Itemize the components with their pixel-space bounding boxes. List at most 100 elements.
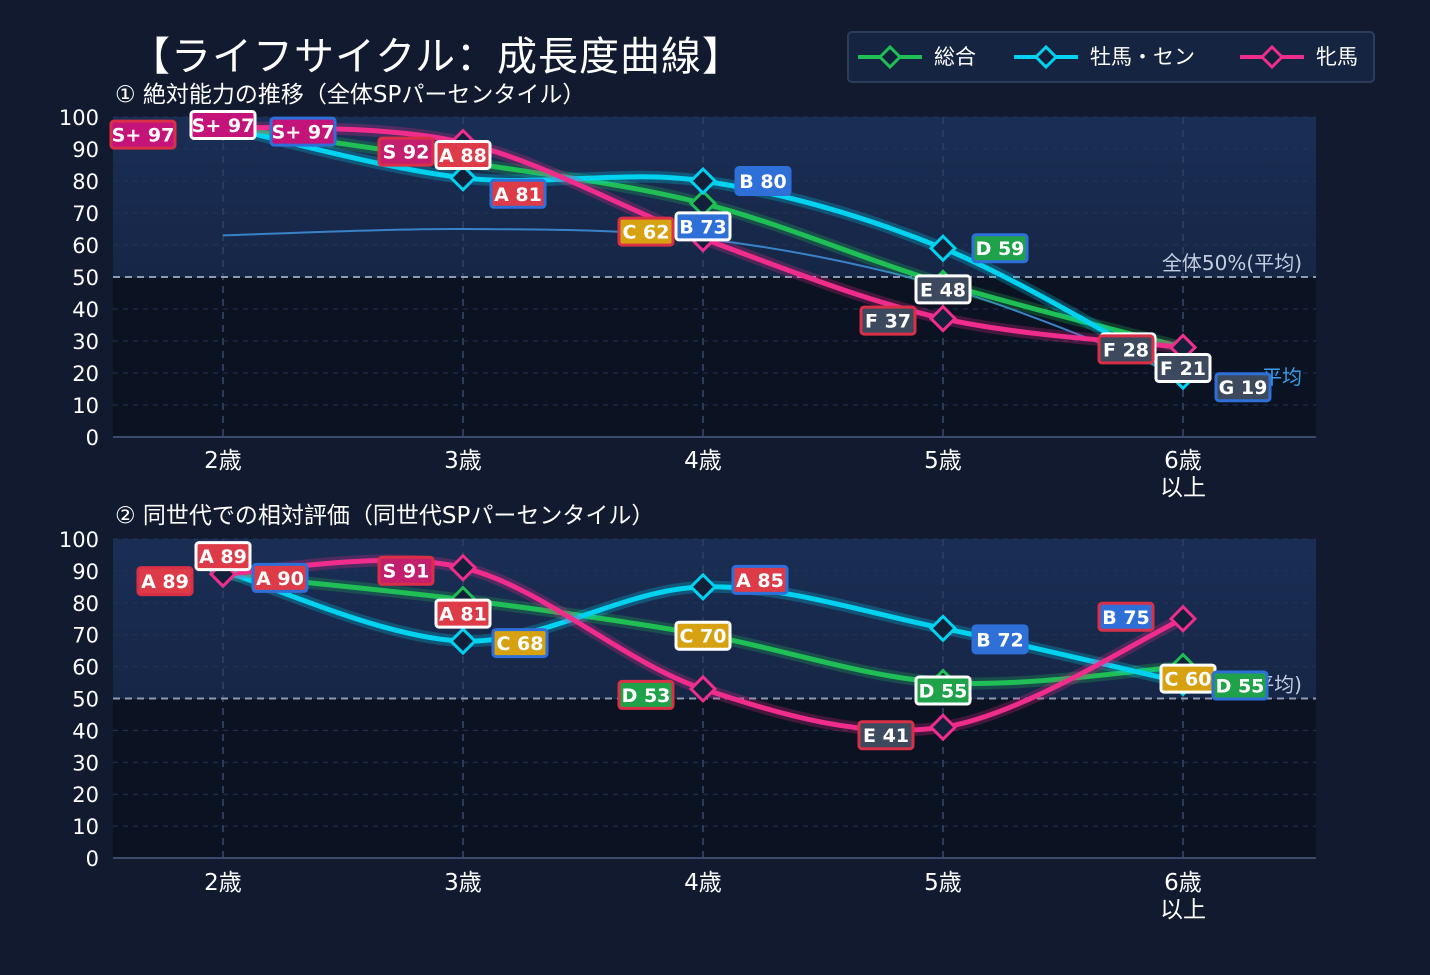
data-label: G 19 bbox=[1214, 372, 1272, 403]
y-tick-label: 0 bbox=[86, 426, 99, 450]
svg-text:S+ 97: S+ 97 bbox=[192, 115, 255, 137]
data-label: C 62 bbox=[617, 216, 675, 247]
data-label: S 92 bbox=[377, 136, 435, 167]
data-label: F 21 bbox=[1154, 353, 1212, 383]
svg-text:G 19: G 19 bbox=[1219, 377, 1268, 399]
svg-text:C 70: C 70 bbox=[680, 626, 727, 648]
y-tick-label: 0 bbox=[86, 847, 99, 871]
x-tick-label: 4歳 bbox=[684, 870, 722, 896]
y-tick-label: 70 bbox=[72, 624, 99, 648]
panel-subtitle: ① 絶対能力の推移（全体SPパーセンタイル） bbox=[115, 82, 585, 108]
svg-text:E 41: E 41 bbox=[863, 725, 909, 747]
y-tick-label: 60 bbox=[72, 234, 99, 258]
y-tick-label: 50 bbox=[72, 688, 99, 712]
y-tick-label: 90 bbox=[72, 560, 99, 584]
legend-item: 牝馬 bbox=[1240, 44, 1358, 70]
data-point bbox=[448, 553, 478, 582]
legend-label: 総合 bbox=[934, 45, 976, 69]
y-tick-label: 10 bbox=[72, 394, 99, 418]
svg-text:E 48: E 48 bbox=[920, 279, 966, 301]
data-label: B 72 bbox=[971, 624, 1029, 655]
data-label: A 88 bbox=[434, 140, 492, 170]
legend-box bbox=[847, 31, 1375, 83]
data-label: A 81 bbox=[434, 598, 492, 629]
data-point bbox=[688, 674, 718, 704]
data-label: A 89 bbox=[136, 566, 194, 597]
data-label: S+ 97 bbox=[269, 116, 337, 147]
chart-title: 【ライフサイクル：成長度曲線】 bbox=[130, 34, 743, 80]
y-tick-label: 30 bbox=[72, 751, 99, 775]
data-label: D 55 bbox=[914, 675, 972, 706]
data-point bbox=[928, 304, 958, 333]
data-point bbox=[448, 626, 478, 656]
data-label: F 37 bbox=[859, 305, 917, 336]
svg-text:D 53: D 53 bbox=[622, 685, 671, 707]
y-tick-label: 100 bbox=[59, 528, 99, 552]
svg-text:A 89: A 89 bbox=[199, 546, 247, 568]
legend-label: 牝馬 bbox=[1316, 45, 1358, 69]
svg-text:S 92: S 92 bbox=[383, 142, 430, 164]
svg-text:A 81: A 81 bbox=[439, 604, 487, 626]
y-tick-label: 100 bbox=[59, 106, 99, 130]
x-tick-label: 3歳 bbox=[444, 870, 482, 896]
data-label: C 60 bbox=[1159, 663, 1217, 694]
data-label: D 55 bbox=[1211, 670, 1269, 701]
y-tick-label: 20 bbox=[72, 783, 99, 807]
data-label: S+ 97 bbox=[109, 119, 177, 150]
y-tick-label: 50 bbox=[72, 266, 99, 290]
y-tick-label: 20 bbox=[72, 362, 99, 386]
x-tick-label: 2歳 bbox=[204, 448, 242, 474]
panel-relative: ② 同世代での相対評価（同世代SPパーセンタイル） 0 10 20 30 40 50 60 70… bbox=[59, 503, 1316, 923]
y-tick-label: 40 bbox=[72, 298, 99, 322]
x-tick-label: 2歳 bbox=[204, 870, 242, 896]
data-point bbox=[928, 713, 958, 742]
y-tick-label: 80 bbox=[72, 592, 99, 616]
x-tick-label: 5歳 bbox=[924, 870, 962, 896]
svg-text:A 85: A 85 bbox=[736, 570, 784, 592]
x-tick-label: 6歳 bbox=[1164, 448, 1202, 474]
data-label: C 68 bbox=[491, 628, 549, 659]
legend-marker bbox=[1033, 44, 1059, 70]
x-tick-label: 3歳 bbox=[444, 448, 482, 474]
data-label: C 70 bbox=[674, 620, 732, 651]
x-tick-label: 5歳 bbox=[924, 448, 962, 474]
y-tick-label: 90 bbox=[72, 138, 99, 162]
y-tick-label: 30 bbox=[72, 330, 99, 354]
data-label: B 80 bbox=[734, 166, 792, 196]
svg-text:A 81: A 81 bbox=[494, 184, 542, 206]
data-label: F 28 bbox=[1097, 334, 1155, 365]
data-point bbox=[1168, 604, 1198, 633]
reference-label: 全体50%(平均) bbox=[1162, 251, 1302, 275]
svg-text:B 73: B 73 bbox=[679, 216, 727, 238]
data-label: S+ 97 bbox=[189, 110, 257, 140]
svg-text:F 28: F 28 bbox=[1103, 339, 1149, 361]
svg-text:A 89: A 89 bbox=[141, 571, 189, 593]
data-label: A 81 bbox=[489, 178, 547, 209]
legend-item: 総合 bbox=[858, 44, 976, 70]
data-label: E 41 bbox=[857, 720, 915, 751]
svg-text:S+ 97: S+ 97 bbox=[112, 125, 175, 147]
svg-text:F 37: F 37 bbox=[865, 311, 911, 333]
svg-text:C 62: C 62 bbox=[623, 222, 670, 244]
data-label: A 90 bbox=[251, 562, 309, 593]
legend-marker bbox=[877, 44, 903, 70]
x-tick-label: 6歳 bbox=[1164, 870, 1202, 896]
y-tick-label: 40 bbox=[72, 719, 99, 743]
data-label: E 48 bbox=[914, 274, 972, 305]
svg-text:A 88: A 88 bbox=[439, 145, 487, 167]
data-label: A 85 bbox=[731, 564, 789, 595]
svg-text:C 60: C 60 bbox=[1165, 669, 1212, 691]
svg-text:B 75: B 75 bbox=[1102, 607, 1150, 629]
y-tick-label: 70 bbox=[72, 202, 99, 226]
data-label: B 73 bbox=[674, 211, 732, 242]
data-point bbox=[928, 614, 958, 643]
svg-text:D 59: D 59 bbox=[976, 238, 1025, 260]
data-point bbox=[688, 166, 718, 196]
data-label: A 89 bbox=[194, 541, 252, 572]
y-tick-label: 10 bbox=[72, 815, 99, 839]
svg-text:B 80: B 80 bbox=[739, 171, 787, 193]
legend: 総合 牡馬・セン 牝馬 bbox=[847, 31, 1375, 83]
x-tick-label: 以上 bbox=[1160, 897, 1206, 923]
y-tick-label: 80 bbox=[72, 170, 99, 194]
data-point bbox=[688, 572, 718, 601]
